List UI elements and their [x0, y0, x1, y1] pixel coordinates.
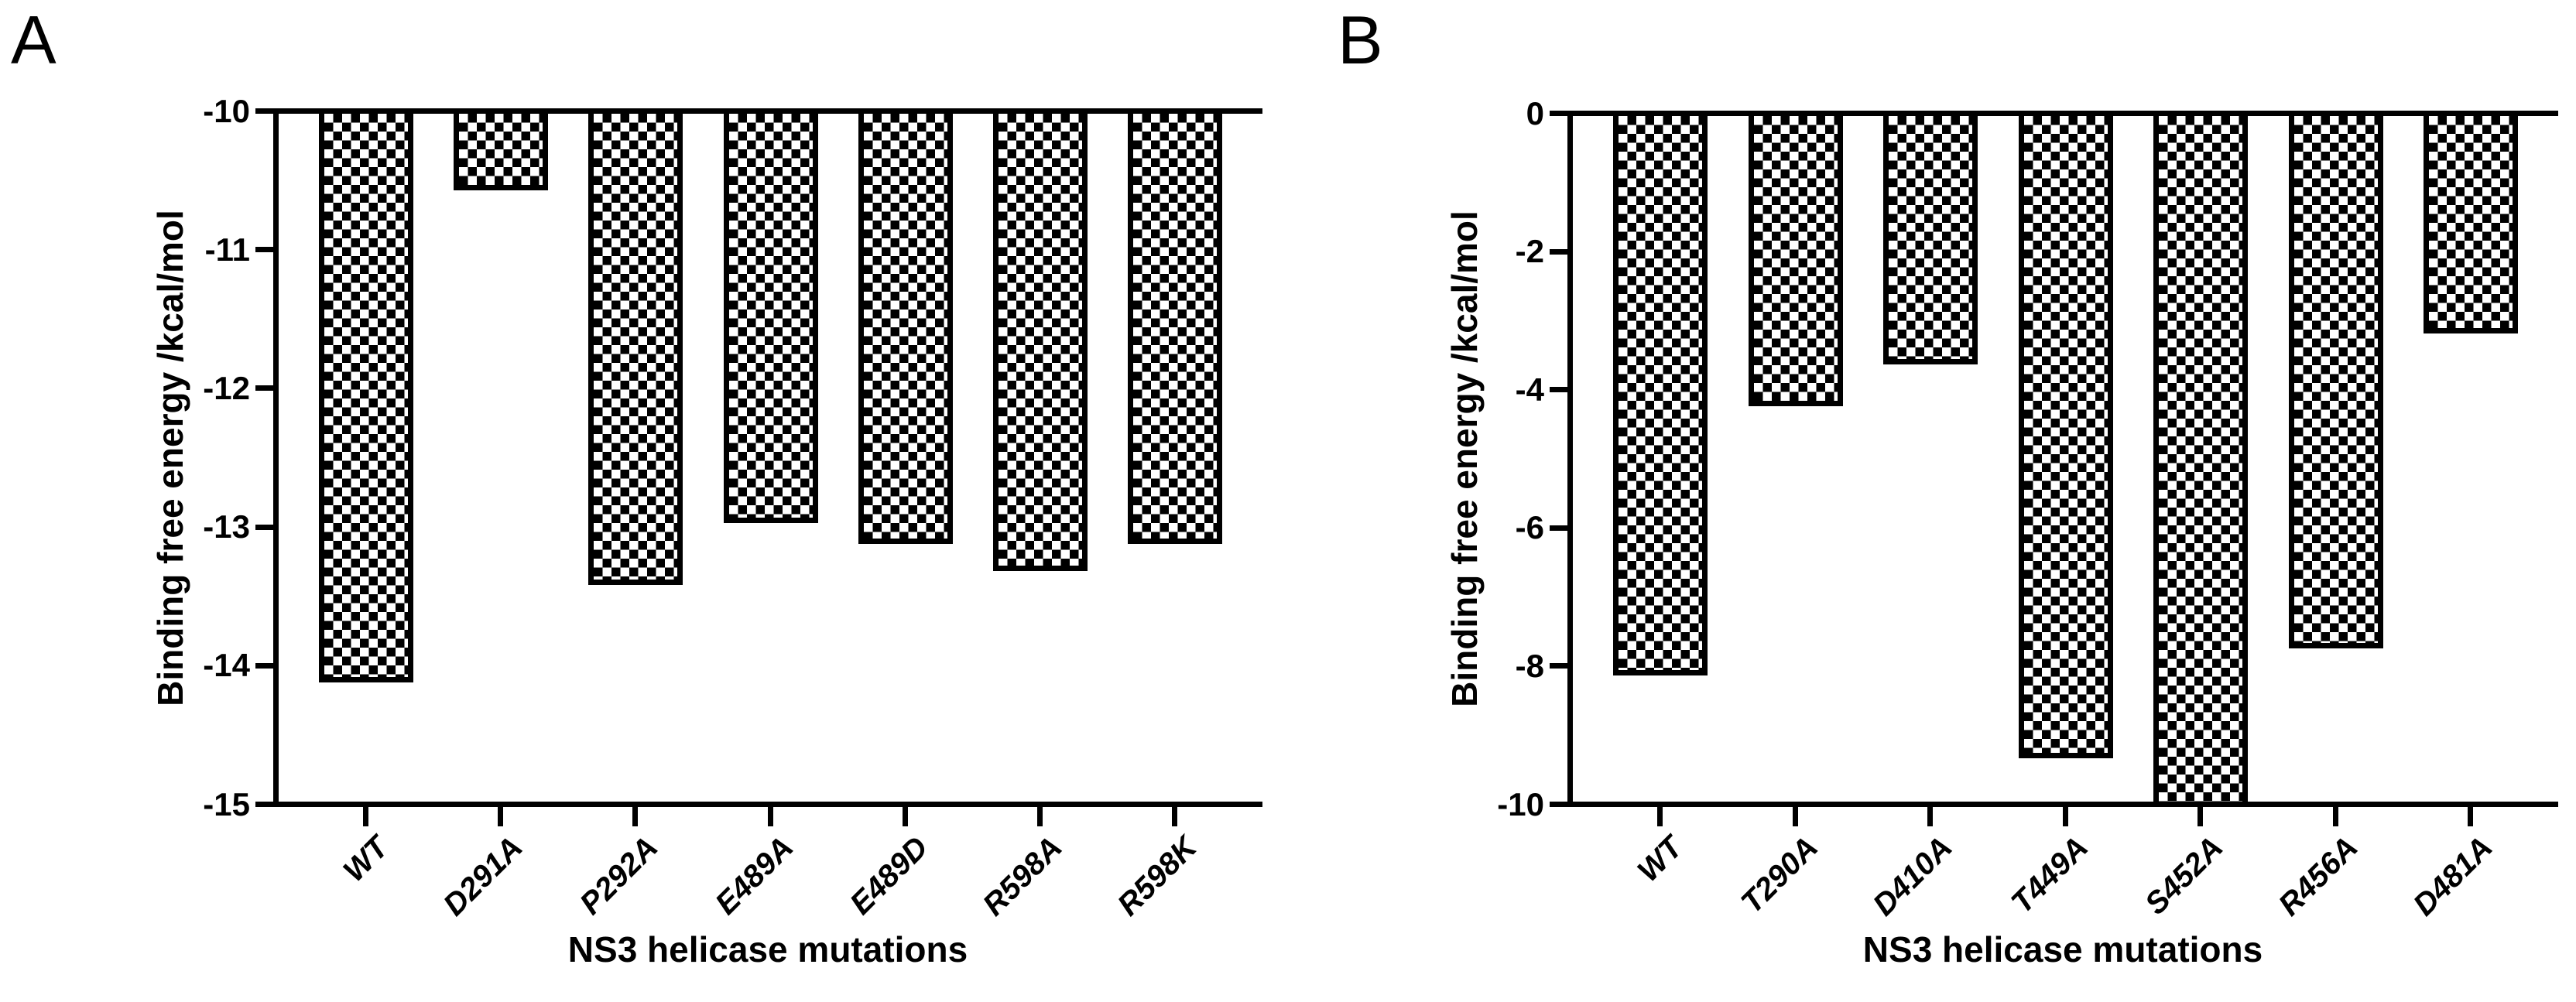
x-tick-label: E489A [708, 830, 800, 922]
y-tick-label: -12 [203, 370, 250, 406]
y-tick [1550, 387, 1567, 392]
y-tick [255, 247, 273, 252]
x-tick-label: D481A [2406, 830, 2500, 923]
plot-area-b: 0 -2 -4 -6 -8 -10 WT T290A D410A T449A S452A R456A D… [1497, 95, 2558, 922]
x-tick-label: E489D [843, 830, 935, 922]
bar-wt [1613, 111, 1708, 675]
y-tick [255, 385, 273, 391]
y-tick-label: -4 [1515, 371, 1544, 408]
bar-d410a [1883, 111, 1978, 364]
x-tick [2333, 807, 2338, 826]
bar-t290a [1749, 111, 1843, 406]
bar-s452a [2153, 111, 2248, 807]
x-tick [1793, 807, 1798, 826]
x-tick-label: R598K [1111, 830, 1204, 923]
y-tick-label: -13 [203, 508, 250, 545]
x-tick-label: R598A [976, 830, 1070, 923]
x-tick-label: WT [1631, 830, 1690, 889]
x-tick [498, 807, 503, 826]
x-tick-label: D291A [437, 830, 530, 923]
x-tick [1172, 807, 1177, 826]
y-tick [255, 663, 273, 669]
x-tick [2197, 807, 2203, 826]
x-tick [903, 807, 908, 826]
bar-wt [319, 108, 413, 682]
x-axis-title-a: NS3 helicase mutations [567, 929, 968, 970]
bar-p292a [588, 108, 683, 585]
x-tick [2468, 807, 2473, 826]
x-tick [1657, 807, 1663, 826]
bar-t449a [2019, 111, 2113, 758]
x-tick-label: P292A [573, 830, 665, 922]
x-tick-label: T290A [1735, 830, 1825, 921]
y-tick-label: -11 [204, 231, 250, 268]
bar-e489a [724, 108, 818, 523]
y-tick [1550, 525, 1567, 531]
y-axis-title-b: Binding free energy /kcal/mol [1444, 210, 1485, 707]
x-axis-line [1567, 802, 2558, 807]
x-tick-label: T449A [2005, 830, 2095, 921]
bar-r598a [993, 108, 1088, 571]
y-tick-label: -14 [203, 647, 250, 683]
x-tick [1037, 807, 1043, 826]
y-tick-label: -2 [1515, 233, 1544, 269]
panel-letter-a: A [11, 2, 57, 78]
x-tick [632, 807, 638, 826]
bar-r456a [2289, 111, 2383, 648]
bar-d291a [454, 108, 548, 190]
x-tick-label: D410A [1866, 830, 1960, 923]
y-tick-label: -8 [1515, 648, 1544, 684]
y-tick [1550, 249, 1567, 255]
x-tick-label: WT [337, 830, 396, 889]
y-tick-label: -10 [203, 93, 250, 129]
x-tick [768, 807, 773, 826]
x-axis-title-b: NS3 helicase mutations [1862, 929, 2263, 970]
y-axis-title-a: Binding free energy /kcal/mol [150, 209, 190, 706]
x-tick-label: S452A [2138, 830, 2230, 922]
bar-d481a [2424, 111, 2518, 333]
y-tick [1550, 802, 1567, 807]
bar-e489d [858, 108, 953, 544]
y-tick-label: -6 [1515, 509, 1544, 545]
x-tick-label: R456A [2272, 830, 2365, 923]
y-tick [255, 525, 273, 530]
panel-letter-b: B [1338, 2, 1383, 78]
x-tick [2063, 807, 2068, 826]
y-tick-label: 0 [1526, 95, 1544, 132]
y-tick [255, 802, 273, 807]
x-axis-line [273, 802, 1262, 807]
plot-area-a: -10 -11 -12 -13 -14 -15 WT D291A P292A E489A E489D… [203, 93, 1262, 922]
x-tick [1927, 807, 1933, 826]
x-tick [363, 807, 368, 826]
y-tick [255, 108, 273, 114]
y-tick [1550, 111, 1567, 116]
y-tick [1550, 663, 1567, 669]
bar-r598k [1128, 108, 1222, 544]
y-tick-label: -15 [203, 786, 250, 822]
y-axis-line [1567, 111, 1573, 807]
y-axis-line [273, 108, 279, 807]
y-tick-label: -10 [1497, 786, 1544, 822]
